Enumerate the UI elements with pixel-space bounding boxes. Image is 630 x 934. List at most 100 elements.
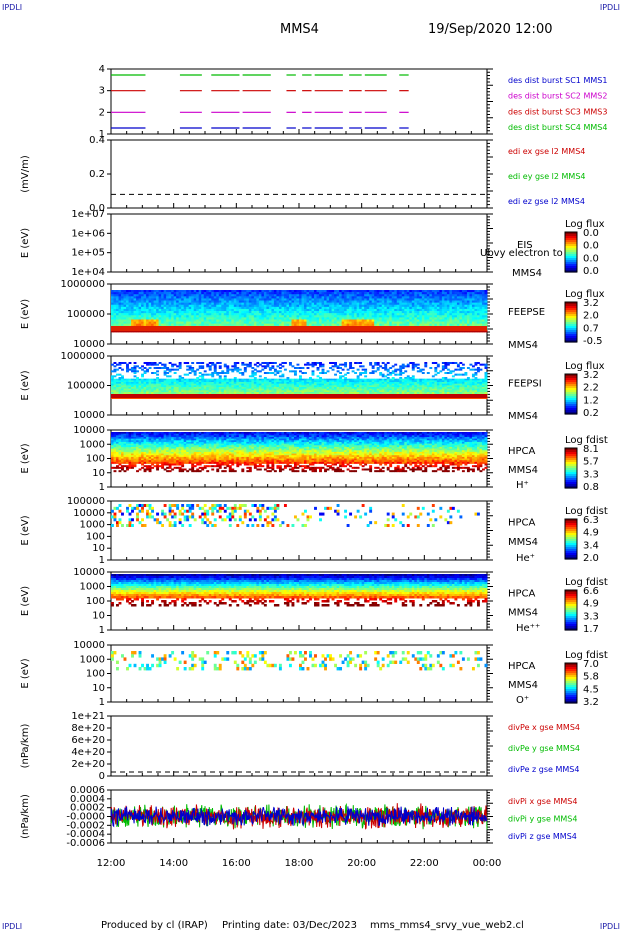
spectrogram-cell: [186, 362, 190, 364]
spectrogram-cell: [344, 311, 348, 314]
spectrogram-cell: [228, 302, 232, 306]
spectrogram-cell: [221, 321, 225, 324]
spectrogram-cell: [226, 392, 230, 394]
spectrogram-cell: [183, 388, 187, 391]
spectrogram-cell: [371, 304, 375, 308]
spectrogram-cell: [243, 294, 247, 297]
spectrogram-cell: [484, 304, 488, 308]
spectrogram-cell: [221, 315, 225, 318]
spectrogram-cell: [198, 296, 202, 299]
spectrogram-cell: [261, 390, 265, 393]
spectrogram-cell: [226, 390, 230, 393]
spectrogram-cell: [138, 388, 142, 391]
spectrogram-cell: [351, 306, 355, 310]
spectrogram-cell: [354, 294, 358, 297]
spectrogram-cell: [236, 390, 240, 393]
spectrogram-cell: [258, 319, 262, 322]
spectrogram-cell: [188, 382, 192, 384]
spectrogram-cell: [394, 298, 398, 301]
spectrogram-cell: [223, 377, 227, 379]
spectrogram-cell: [288, 323, 292, 327]
spectrogram-cell: [369, 378, 373, 381]
spectrogram-cell: [329, 362, 332, 364]
spectrogram-cell: [201, 382, 205, 384]
spectrogram-cell: [309, 392, 312, 394]
spectrogram-cell: [344, 392, 348, 394]
spectrogram-cell: [301, 304, 305, 308]
spectrogram-cell: [241, 296, 245, 299]
spectrogram-cell: [331, 380, 335, 383]
spectrogram-cell: [379, 292, 383, 295]
spectrogram-cell: [201, 300, 205, 303]
spectrogram-cell: [419, 306, 423, 310]
spectrogram-cell: [278, 319, 282, 322]
spectrogram-cell: [376, 315, 380, 318]
spectrogram-cell: [188, 367, 192, 369]
spectrogram-cell: [261, 392, 265, 394]
spectrogram-cell: [461, 311, 465, 314]
spectrogram-cell: [216, 372, 220, 374]
spectrogram-cell: [466, 330, 470, 333]
spectrogram-cell: [153, 388, 157, 391]
spectrogram-cell: [228, 378, 232, 381]
spectrogram-cell: [153, 319, 157, 322]
spectrogram-cell: [339, 317, 343, 320]
spectrogram-cell: [146, 387, 149, 389]
spectrogram-cell: [364, 306, 368, 310]
spectrogram-cell: [334, 302, 337, 306]
spectrogram-cell: [311, 296, 315, 299]
spectrogram-cell: [203, 292, 207, 295]
spectrogram-cell: [118, 363, 122, 366]
spectrogram-cell: [176, 306, 180, 310]
spectrogram-cell: [138, 385, 142, 388]
spectrogram-cell: [231, 390, 235, 393]
spectrogram-cell: [431, 311, 435, 314]
spectrogram-cell: [331, 387, 335, 389]
spectrogram-cell: [118, 330, 122, 333]
spectrogram-cell: [246, 317, 250, 320]
spectrogram-cell: [226, 302, 230, 306]
spectrogram-cell: [258, 378, 262, 381]
spectrogram-cell: [171, 383, 175, 386]
spectrogram-cell: [128, 313, 132, 316]
spectrogram-cell: [454, 294, 458, 297]
spectrogram-cell: [161, 323, 165, 327]
spectrogram-cell: [243, 368, 247, 371]
spectrogram-cell: [439, 306, 443, 310]
spectrogram-cell: [261, 362, 265, 364]
spectrogram-cell: [386, 308, 390, 312]
spectrogram-cell: [201, 385, 205, 388]
spectrogram-cell: [421, 315, 425, 318]
spectrogram-cell: [141, 294, 144, 297]
spectrogram-cell: [241, 311, 245, 314]
spectrogram-cell: [361, 388, 365, 391]
spectrogram-cell: [203, 319, 207, 322]
spectrogram-cell: [266, 302, 270, 306]
spectrogram-cell: [133, 372, 137, 374]
spectrogram-cell: [394, 302, 398, 306]
spectrogram-cell: [293, 290, 297, 293]
spectrogram-cell: [366, 290, 370, 293]
spectrogram-cell: [238, 311, 242, 314]
spectrogram-cell: [143, 311, 147, 314]
spectrogram-cell: [354, 362, 358, 364]
spectrogram-cell: [346, 294, 350, 297]
spectrogram-cell: [173, 290, 177, 293]
spectrogram-cell: [183, 313, 187, 316]
spectrogram-cell: [436, 294, 440, 297]
spectrogram-cell: [374, 319, 378, 322]
spectrogram-cell: [196, 383, 200, 386]
spectrogram-cell: [131, 290, 134, 293]
spectrogram-cell: [213, 300, 217, 303]
spectrogram-cell: [223, 372, 227, 374]
spectrogram-cell: [309, 330, 312, 333]
spectrogram-cell: [281, 302, 285, 306]
spectrogram-cell: [326, 385, 330, 388]
spectrogram-cell: [203, 383, 207, 386]
spectrogram-cell: [361, 368, 365, 371]
spectrogram-cell: [334, 321, 337, 324]
spectrogram-cell: [166, 315, 170, 318]
spectrogram-cell: [266, 321, 270, 324]
spectrogram-cell: [341, 311, 345, 314]
spectrogram-cell: [196, 362, 200, 364]
